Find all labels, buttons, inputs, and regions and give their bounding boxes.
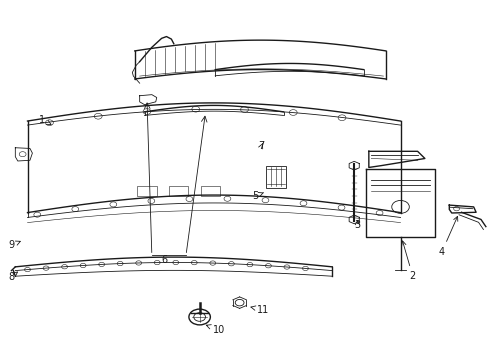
Text: 6: 6 <box>161 255 167 265</box>
Text: 8: 8 <box>8 272 18 282</box>
Text: 1: 1 <box>39 115 51 125</box>
Text: 3: 3 <box>354 220 360 230</box>
Text: 7: 7 <box>258 141 264 151</box>
Bar <box>200 186 220 196</box>
Bar <box>137 186 157 196</box>
Text: 10: 10 <box>206 325 224 335</box>
Text: 11: 11 <box>250 305 268 315</box>
Text: 2: 2 <box>401 241 415 281</box>
Text: 4: 4 <box>438 216 457 257</box>
Text: 5: 5 <box>251 191 263 201</box>
Bar <box>168 186 188 196</box>
Text: 9: 9 <box>8 240 20 250</box>
Bar <box>266 166 285 188</box>
